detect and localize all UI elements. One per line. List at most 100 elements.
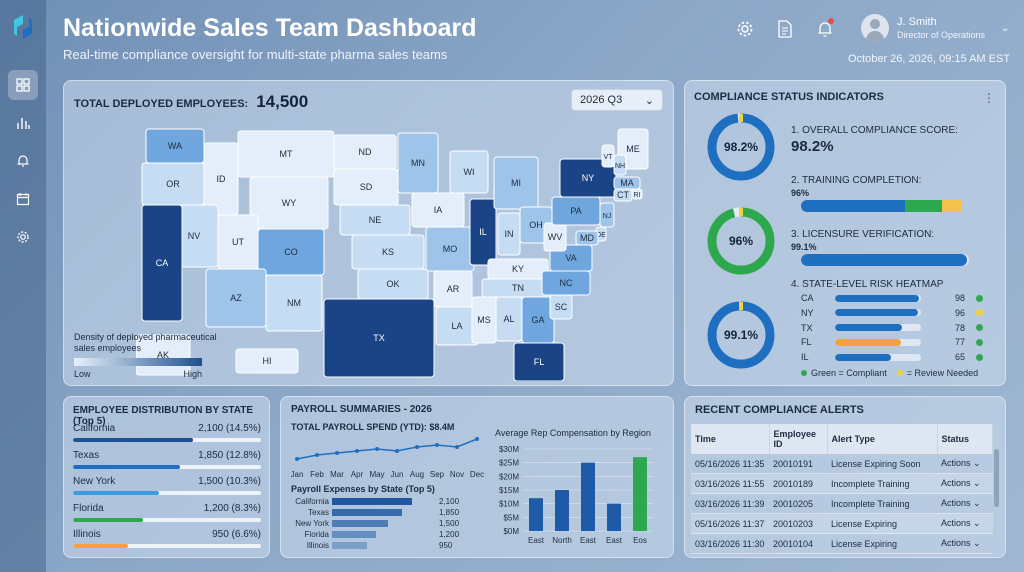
- state-label: TN: [512, 283, 524, 293]
- region-bar: [555, 490, 569, 531]
- region-chart-title: Average Rep Compensation by Region: [495, 428, 651, 438]
- payroll-row: Texas 1,850: [291, 508, 481, 517]
- state-tx[interactable]: [323, 298, 435, 378]
- table-row[interactable]: 03/16/2026 11:55 20010189 Incomplete Tra…: [691, 473, 993, 494]
- state-il[interactable]: [469, 198, 497, 266]
- training-metric: 2. TRAINING COMPLETION: 96%: [791, 175, 921, 198]
- actions-dropdown[interactable]: Actions ⌄: [937, 493, 993, 514]
- alert-type: Incomplete Training: [827, 493, 937, 514]
- state-count: 1,850 (12.8%): [198, 449, 261, 461]
- state-label: NJ: [603, 213, 612, 220]
- training-ring-label: 96%: [728, 234, 754, 248]
- state-wi[interactable]: [449, 150, 489, 194]
- state-nh[interactable]: [613, 154, 627, 176]
- overall-score-ring: [707, 113, 775, 181]
- payroll-value: 1,200: [439, 530, 460, 539]
- heatmap-row: TX 78: [801, 323, 983, 333]
- actions-dropdown[interactable]: Actions ⌄: [937, 473, 993, 494]
- state-label: NM: [287, 298, 301, 308]
- us-state-map: WA OR ID MT WY NV CA UT CO AZ NM ND SD NE KS OK TX MN IA MO…: [136, 128, 649, 381]
- alert-time: 03/16/2026 11:30: [691, 533, 769, 554]
- col-employee-id[interactable]: Employee ID: [769, 424, 828, 454]
- col-time[interactable]: Time: [691, 424, 770, 454]
- state-label: AL: [503, 314, 514, 324]
- state-label: KS: [382, 247, 394, 257]
- dashboard-icon[interactable]: [8, 70, 38, 100]
- overall-score-value: 98.2%: [791, 138, 834, 155]
- compliant-dot: [801, 370, 807, 376]
- table-row[interactable]: 05/16/2026 11:37 20010203 License Expiri…: [691, 513, 993, 534]
- state-label: CT: [617, 190, 629, 200]
- heatmap-row: FL 77: [801, 337, 983, 347]
- col-alert-type[interactable]: Alert Type: [827, 424, 938, 454]
- distribution-bar: [73, 544, 261, 548]
- notification-bell-icon[interactable]: [814, 18, 836, 40]
- state-hi[interactable]: [235, 348, 299, 374]
- list-item: Illinois 950 (6.6%): [73, 529, 261, 548]
- region-bar: [581, 462, 595, 531]
- state-fl[interactable]: [513, 342, 565, 381]
- actions-label: Actions: [941, 498, 971, 508]
- actions-dropdown[interactable]: Actions ⌄: [937, 454, 993, 474]
- table-row[interactable]: 03/16/2026 11:30 20010104 License Expiri…: [691, 533, 993, 554]
- payroll-title: PAYROLL SUMMARIES - 2026: [291, 404, 432, 415]
- quarter-value: 2026 Q3: [580, 94, 623, 106]
- table-row[interactable]: 03/16/2026 11:39 20010205 Incomplete Tra…: [691, 493, 993, 514]
- state-md[interactable]: [575, 230, 599, 246]
- training-progress-bar: [801, 200, 969, 212]
- state-ct[interactable]: [613, 188, 633, 202]
- state-mi[interactable]: [493, 156, 539, 210]
- alert-type: License Expiring: [827, 513, 937, 534]
- gear-icon[interactable]: [734, 18, 756, 40]
- total-employees: 14,500: [256, 92, 309, 111]
- distribution-panel: EMPLOYEE DISTRIBUTION BY STATE (Top 5) C…: [63, 396, 270, 558]
- employee-map-panel: TOTAL DEPLOYED EMPLOYEES: 14,500 2026 Q3…: [63, 80, 674, 386]
- app-logo: [14, 15, 32, 39]
- col-status[interactable]: Status: [937, 424, 993, 454]
- user-role: Director of Operations: [897, 30, 986, 40]
- compliance-panel: COMPLIANCE STATUS INDICATORS ⋮ 98.2% 96%…: [684, 80, 1006, 386]
- payroll-row: Illinois 950: [291, 541, 481, 550]
- alert-time: 05/16/2026 11:35: [691, 454, 769, 474]
- state-label: WA: [168, 141, 182, 151]
- heatmap-state: NY: [801, 307, 814, 318]
- state-label: MT: [280, 149, 293, 159]
- user-menu[interactable]: J. Smith Director of Operations ⌄: [861, 14, 1009, 42]
- x-tick-label: Apr: [351, 470, 364, 479]
- compliance-title: COMPLIANCE STATUS INDICATORS: [694, 91, 884, 103]
- state-nj[interactable]: [599, 202, 615, 228]
- more-options-icon[interactable]: ⋮: [983, 91, 995, 105]
- settings-icon[interactable]: [8, 222, 38, 252]
- bar-chart-icon[interactable]: [8, 108, 38, 138]
- trend-point: [375, 447, 379, 451]
- heatmap-value: 77: [954, 337, 965, 348]
- list-item: Texas 1,850 (12.8%): [73, 450, 261, 469]
- state-label: NC: [560, 278, 573, 288]
- quarter-select[interactable]: 2026 Q3 ⌄: [571, 89, 663, 111]
- state-label: ME: [626, 144, 640, 154]
- document-icon[interactable]: [774, 18, 796, 40]
- x-tick-label: East: [528, 536, 545, 545]
- calendar-icon[interactable]: [8, 184, 38, 214]
- page-title: Nationwide Sales Team Dashboard: [63, 14, 477, 42]
- chevron-down-icon[interactable]: ⌄: [1001, 22, 1010, 34]
- status-dot: [976, 294, 983, 302]
- state-ca[interactable]: [141, 204, 183, 322]
- bell-icon[interactable]: [8, 146, 38, 176]
- state-count: 2,100 (14.5%): [198, 423, 261, 434]
- state-nm[interactable]: [265, 274, 323, 332]
- actions-dropdown[interactable]: Actions ⌄: [937, 533, 993, 554]
- actions-dropdown[interactable]: Actions ⌄: [937, 513, 993, 534]
- page-subtitle: Real-time compliance oversight for multi…: [63, 47, 448, 62]
- licensure-ring: [707, 301, 775, 369]
- state-label: VA: [565, 253, 576, 263]
- table-row[interactable]: 05/16/2026 11:35 20010191 License Expiri…: [691, 454, 993, 474]
- alerts-scrollbar[interactable]: [994, 449, 999, 507]
- training-title: 2. TRAINING COMPLETION:: [791, 175, 922, 186]
- current-datetime: October 26, 2026, 09:15 AM EST: [848, 53, 1011, 65]
- state-label: MI: [511, 178, 521, 188]
- heatmap-value: 65: [954, 352, 965, 363]
- list-item: Florida 1,200 (8.3%): [73, 503, 261, 522]
- state-label: CA: [156, 258, 169, 268]
- x-tick-label: Sep: [430, 470, 445, 479]
